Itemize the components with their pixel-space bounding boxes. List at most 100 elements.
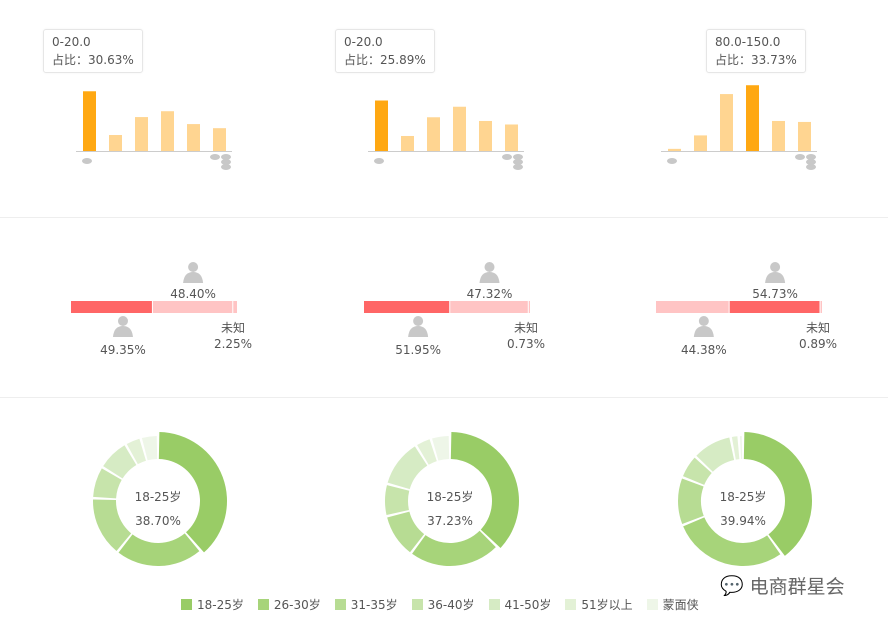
tooltip-label: 0-20.0 (52, 35, 91, 49)
coins-icon (221, 159, 231, 165)
male-icon (112, 326, 133, 337)
legend-item[interactable]: 18-25岁 (181, 596, 244, 613)
legend-item[interactable]: 36-40岁 (411, 596, 475, 613)
bar (213, 128, 226, 151)
unknown-percent: 0.89% (798, 337, 838, 351)
tooltip: 80.0-150.0 占比：33.73% (706, 29, 806, 73)
coins-icon (806, 164, 816, 170)
male-icon (698, 316, 709, 326)
donut-slice (731, 436, 740, 460)
tooltip-ratio: 占比：30.63% (52, 53, 134, 67)
male-percent: 44.38% (680, 343, 727, 357)
coins-icon (513, 164, 523, 170)
donut-slice (683, 517, 781, 566)
legend-item[interactable]: 蒙面侠 (646, 596, 699, 613)
legend-swatch (565, 599, 577, 610)
bar (772, 120, 785, 151)
bar (668, 148, 681, 151)
bar (109, 135, 122, 151)
coins-icon (513, 154, 523, 160)
donut-slice (103, 445, 137, 479)
unknown-bar (233, 301, 237, 313)
legend-swatch (257, 599, 269, 610)
coin-icon (374, 158, 384, 164)
donut-center-value: 38.70% (135, 514, 181, 528)
male-percent: 49.35% (100, 343, 146, 357)
legend-swatch (411, 599, 423, 610)
male-icon (408, 326, 429, 337)
bar (401, 135, 414, 151)
tooltip: 0-20.0 占比：25.89% (335, 29, 435, 73)
bar (427, 117, 440, 151)
donut-slice (743, 432, 812, 556)
male-bar (656, 301, 729, 313)
tooltip: 0-20.0 占比：30.63% (43, 29, 143, 73)
bar (375, 100, 388, 151)
donut-slice (739, 436, 743, 460)
unknown-percent: 2.25% (213, 337, 253, 351)
coins-icon (806, 154, 816, 160)
bar (187, 124, 200, 151)
donut-slice (158, 432, 228, 553)
coins-icon (221, 154, 231, 160)
female-bar (152, 301, 233, 313)
legend-item[interactable]: 41-50岁 (488, 596, 552, 613)
coins-icon (221, 164, 231, 170)
bar (479, 120, 492, 151)
legend-item[interactable]: 31-35岁 (334, 596, 398, 613)
bar (453, 106, 466, 151)
donut-slice (141, 436, 158, 461)
legend-label: 41-50岁 (504, 598, 552, 612)
male-percent: 51.95% (395, 343, 441, 357)
legend-label: 31-35岁 (350, 598, 398, 612)
donut-slice (412, 530, 496, 566)
legend-item[interactable]: 51岁以上 (565, 596, 633, 613)
donut-slice (682, 457, 712, 485)
male-icon (693, 326, 714, 337)
donut-slice (93, 468, 122, 499)
bar (83, 91, 96, 151)
legend-label: 蒙面侠 (662, 598, 699, 612)
unknown-label: 未知 (513, 321, 538, 335)
donut-slice (385, 485, 410, 515)
donut-slice (432, 436, 450, 461)
female-icon (765, 272, 786, 283)
divider (0, 397, 888, 398)
donut-slice (126, 438, 146, 465)
legend-label: 36-40岁 (427, 598, 475, 612)
female-icon (484, 262, 495, 272)
female-percent: 54.73% (752, 287, 798, 301)
unknown-label: 未知 (805, 321, 830, 335)
tooltip-label: 80.0-150.0 (715, 35, 781, 49)
divider (0, 217, 888, 218)
donut-slice (678, 478, 704, 524)
coins-icon (513, 159, 523, 165)
bar (505, 124, 518, 151)
female-bar (729, 301, 820, 313)
donut-center-label: 18-25岁 (426, 490, 474, 504)
male-icon (117, 316, 128, 326)
wechat-icon: 💬 (720, 575, 744, 597)
bar (746, 85, 759, 151)
coins-icon (806, 159, 816, 165)
unknown-percent: 0.73% (506, 337, 546, 351)
male-bar (364, 301, 450, 313)
coin-icon (82, 158, 92, 164)
unknown-bar (820, 301, 822, 313)
female-percent: 48.40% (170, 287, 216, 301)
donut-center-value: 37.23% (427, 514, 473, 528)
tooltip-ratio: 占比：33.73% (715, 53, 797, 67)
tooltip-label: 0-20.0 (344, 35, 383, 49)
female-icon (479, 272, 500, 283)
legend-swatch (488, 599, 500, 610)
legend-item[interactable]: 26-30岁 (257, 596, 321, 613)
legend-label: 51岁以上 (581, 598, 633, 612)
donut-center-label: 18-25岁 (719, 490, 767, 504)
female-bar (450, 301, 528, 313)
coin-icon (667, 158, 677, 164)
female-percent: 47.32% (466, 287, 513, 301)
tooltip-ratio: 占比：25.89% (344, 53, 426, 67)
donut-slice (93, 499, 132, 552)
legend-swatch (646, 599, 658, 610)
